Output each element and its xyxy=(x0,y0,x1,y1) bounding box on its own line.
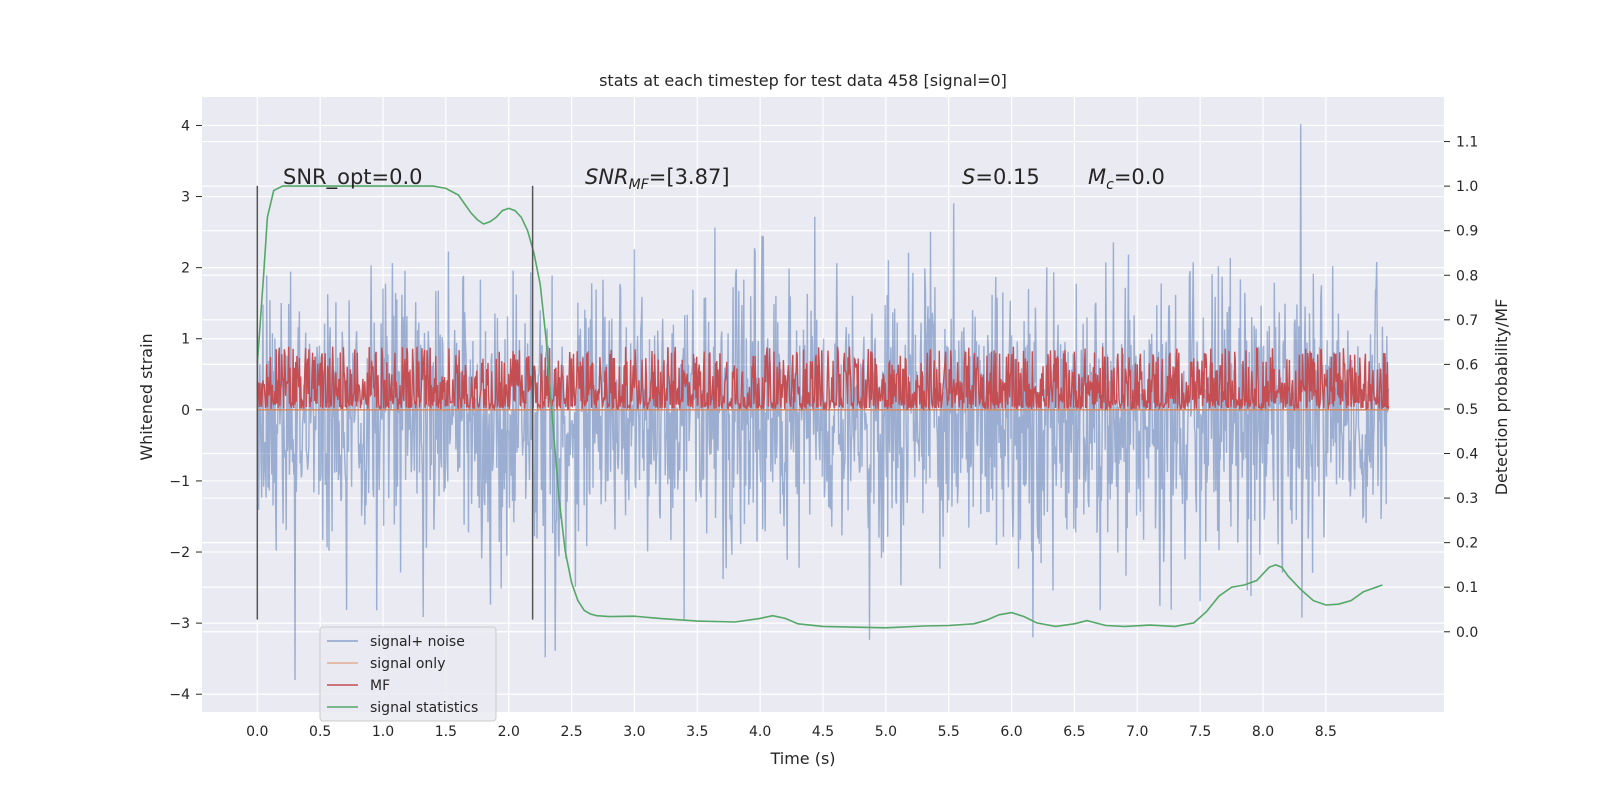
x-tick-label: 1.5 xyxy=(435,724,457,740)
x-tick-label: 8.5 xyxy=(1315,724,1337,740)
x-tick-label: 7.5 xyxy=(1189,724,1211,740)
annotation-mc-value: =0.0 xyxy=(1114,165,1165,189)
y-left-tick-label: 4 xyxy=(181,118,190,134)
y-left-tick-label: −1 xyxy=(169,474,190,490)
series-mf xyxy=(256,346,1390,412)
x-tick-label: 1.0 xyxy=(372,724,394,740)
y-right-tick-label: 0.6 xyxy=(1456,357,1478,373)
annotation-snr-mf-label: SNR xyxy=(585,165,629,189)
y-left-tick-label: 1 xyxy=(181,332,190,348)
x-tick-label: 4.0 xyxy=(749,724,771,740)
y-left-axis-label: Whitened strain xyxy=(137,333,156,460)
legend: signal+ noise signal only MF signal stat… xyxy=(319,626,497,722)
x-axis-label: Time (s) xyxy=(769,749,835,768)
annotation-s: S=0.15 xyxy=(962,165,1040,189)
series-signal-statistics xyxy=(256,185,1383,629)
x-tick-label: 4.5 xyxy=(812,724,834,740)
x-tick-label: 2.5 xyxy=(560,724,582,740)
x-tick-label: 3.5 xyxy=(686,724,708,740)
x-tick-label: 5.0 xyxy=(875,724,897,740)
y-right-tick-label: 0.7 xyxy=(1456,313,1478,329)
chart-title: stats at each timestep for test data 458… xyxy=(599,71,1007,90)
x-tick-label: 0.0 xyxy=(246,724,268,740)
y-right-tick-label: 0.9 xyxy=(1456,224,1478,240)
y-right-tick-label: 1.0 xyxy=(1456,179,1478,195)
x-tick-label: 7.0 xyxy=(1126,724,1148,740)
y-left-tick-label: −4 xyxy=(169,687,190,703)
annotation-s-value: =0.15 xyxy=(975,165,1039,189)
y-right-tick-label: 0.1 xyxy=(1456,580,1478,596)
x-tick-label: 2.0 xyxy=(498,724,520,740)
y-left-tick-label: −3 xyxy=(169,616,190,632)
annotation-snr-mf-sub: MF xyxy=(629,177,650,193)
y-left-tick-label: 0 xyxy=(181,403,190,419)
x-tick-label: 8.0 xyxy=(1252,724,1274,740)
legend-label-signal-only: signal only xyxy=(370,656,445,672)
y-right-tick-label: 0.5 xyxy=(1456,402,1478,418)
y-right-tick-label: 0.0 xyxy=(1456,625,1478,641)
x-tick-label: 5.5 xyxy=(938,724,960,740)
x-tick-label: 6.5 xyxy=(1063,724,1085,740)
y-right-tick-label: 0.8 xyxy=(1456,268,1478,284)
legend-label-signal-statistics: signal statistics xyxy=(370,700,478,716)
y-right-tick-label: 0.2 xyxy=(1456,536,1478,552)
annotation-snr-mf: SNRMF=[3.87] xyxy=(585,165,730,193)
y-left-tick-label: 3 xyxy=(181,190,190,206)
y-left-axis-ticks: 4 3 2 1 0 −1 −2 −3 −4 xyxy=(169,118,202,703)
annotation-s-label: S xyxy=(962,165,975,189)
annotation-mc-label: M xyxy=(1088,165,1106,189)
y-right-tick-label: 1.1 xyxy=(1456,135,1478,151)
y-left-tick-label: 2 xyxy=(181,261,190,277)
x-tick-label: 6.0 xyxy=(1000,724,1022,740)
x-tick-label: 3.0 xyxy=(623,724,645,740)
annotation-snr-opt: SNR_opt=0.0 xyxy=(283,165,423,190)
y-right-tick-label: 0.4 xyxy=(1456,447,1478,463)
x-axis-ticks: 0.0 0.5 1.0 1.5 2.0 2.5 3.0 3.5 4.0 4.5 5.0 5.5 6.0 6… xyxy=(246,724,1337,740)
y-left-tick-label: −2 xyxy=(169,545,190,561)
legend-label-mf: MF xyxy=(370,678,390,694)
annotation-mc: Mc=0.0 xyxy=(1088,165,1165,193)
y-right-tick-label: 0.3 xyxy=(1456,491,1478,507)
y-right-axis-label: Detection probability/MF xyxy=(1492,299,1511,496)
annotation-snr-mf-value: =[3.87] xyxy=(649,165,730,189)
series-signal-noise xyxy=(256,123,1390,681)
annotation-mc-sub: c xyxy=(1106,177,1114,193)
legend-label-signal-noise: signal+ noise xyxy=(370,634,465,650)
legend-box xyxy=(319,626,497,722)
x-tick-label: 0.5 xyxy=(309,724,331,740)
y-right-axis-ticks: 1.1 1.0 0.9 0.8 0.7 0.6 0.5 0.4 0.3 0.2 0.1 0.0 xyxy=(1444,135,1478,641)
